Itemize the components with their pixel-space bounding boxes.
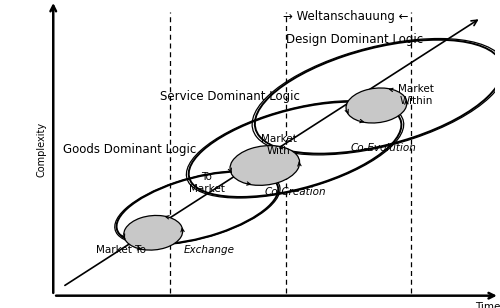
Text: Market
With: Market With xyxy=(261,134,296,156)
Text: Co-Evolution: Co-Evolution xyxy=(350,143,416,153)
Ellipse shape xyxy=(346,88,407,123)
Text: Goods Dominant Logic: Goods Dominant Logic xyxy=(62,143,196,156)
Ellipse shape xyxy=(124,215,182,250)
Text: Service Dominant Logic: Service Dominant Logic xyxy=(160,90,300,103)
Ellipse shape xyxy=(230,146,300,185)
Text: Co-Creation: Co-Creation xyxy=(264,187,326,197)
Text: To
Market: To Market xyxy=(189,172,224,194)
Text: Exchange: Exchange xyxy=(184,245,234,255)
Text: Market To: Market To xyxy=(96,245,146,255)
Text: Market
Within: Market Within xyxy=(398,84,434,106)
Text: Design Dominant Logic: Design Dominant Logic xyxy=(286,33,423,46)
Text: Time: Time xyxy=(476,302,500,308)
Text: → Weltanschauung ←: → Weltanschauung ← xyxy=(284,10,409,23)
Text: Complexity: Complexity xyxy=(36,122,46,177)
